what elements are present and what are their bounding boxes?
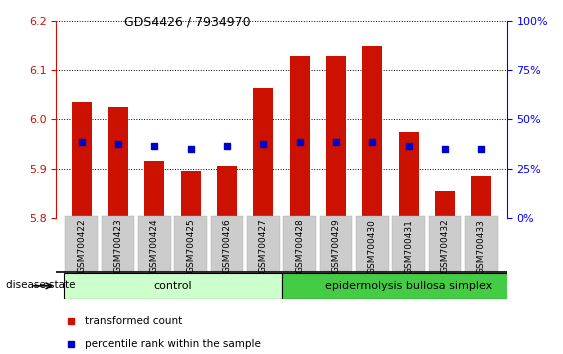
Text: transformed count: transformed count	[85, 316, 182, 326]
Bar	[363, 46, 382, 218]
Text: GSM700427: GSM700427	[259, 219, 268, 273]
FancyBboxPatch shape	[247, 216, 280, 271]
Text: GSM700424: GSM700424	[150, 219, 159, 273]
FancyBboxPatch shape	[175, 216, 207, 271]
Text: control: control	[153, 281, 192, 291]
Bar	[72, 102, 92, 218]
Text: percentile rank within the sample: percentile rank within the sample	[85, 339, 261, 349]
FancyBboxPatch shape	[356, 216, 388, 271]
Text: disease state: disease state	[6, 280, 75, 290]
FancyBboxPatch shape	[392, 216, 425, 271]
Bar	[326, 56, 346, 218]
FancyBboxPatch shape	[102, 216, 135, 271]
Text: GSM700429: GSM700429	[332, 219, 341, 273]
Text: GSM700430: GSM700430	[368, 219, 377, 274]
Text: epidermolysis bullosa simplex: epidermolysis bullosa simplex	[325, 281, 492, 291]
Bar	[144, 161, 164, 218]
Bar	[435, 191, 455, 218]
FancyBboxPatch shape	[320, 216, 352, 271]
Bar	[471, 176, 491, 218]
Bar	[290, 56, 310, 218]
Text: GSM700426: GSM700426	[222, 219, 231, 273]
Text: GDS4426 / 7934970: GDS4426 / 7934970	[124, 16, 251, 29]
FancyBboxPatch shape	[465, 216, 498, 271]
Text: GSM700428: GSM700428	[295, 219, 304, 273]
FancyBboxPatch shape	[65, 216, 98, 271]
FancyBboxPatch shape	[428, 216, 461, 271]
FancyBboxPatch shape	[211, 216, 243, 271]
Bar	[181, 171, 200, 218]
Text: GSM700431: GSM700431	[404, 219, 413, 274]
FancyBboxPatch shape	[64, 273, 282, 299]
Text: GSM700423: GSM700423	[114, 219, 123, 273]
FancyBboxPatch shape	[282, 273, 517, 299]
FancyBboxPatch shape	[283, 216, 316, 271]
Bar	[253, 87, 273, 218]
Text: GSM700422: GSM700422	[77, 219, 86, 273]
Text: GSM700425: GSM700425	[186, 219, 195, 273]
Bar	[399, 132, 419, 218]
FancyBboxPatch shape	[138, 216, 171, 271]
Text: GSM700432: GSM700432	[440, 219, 449, 273]
Text: GSM700433: GSM700433	[477, 219, 486, 274]
Bar	[217, 166, 237, 218]
Bar	[108, 107, 128, 218]
